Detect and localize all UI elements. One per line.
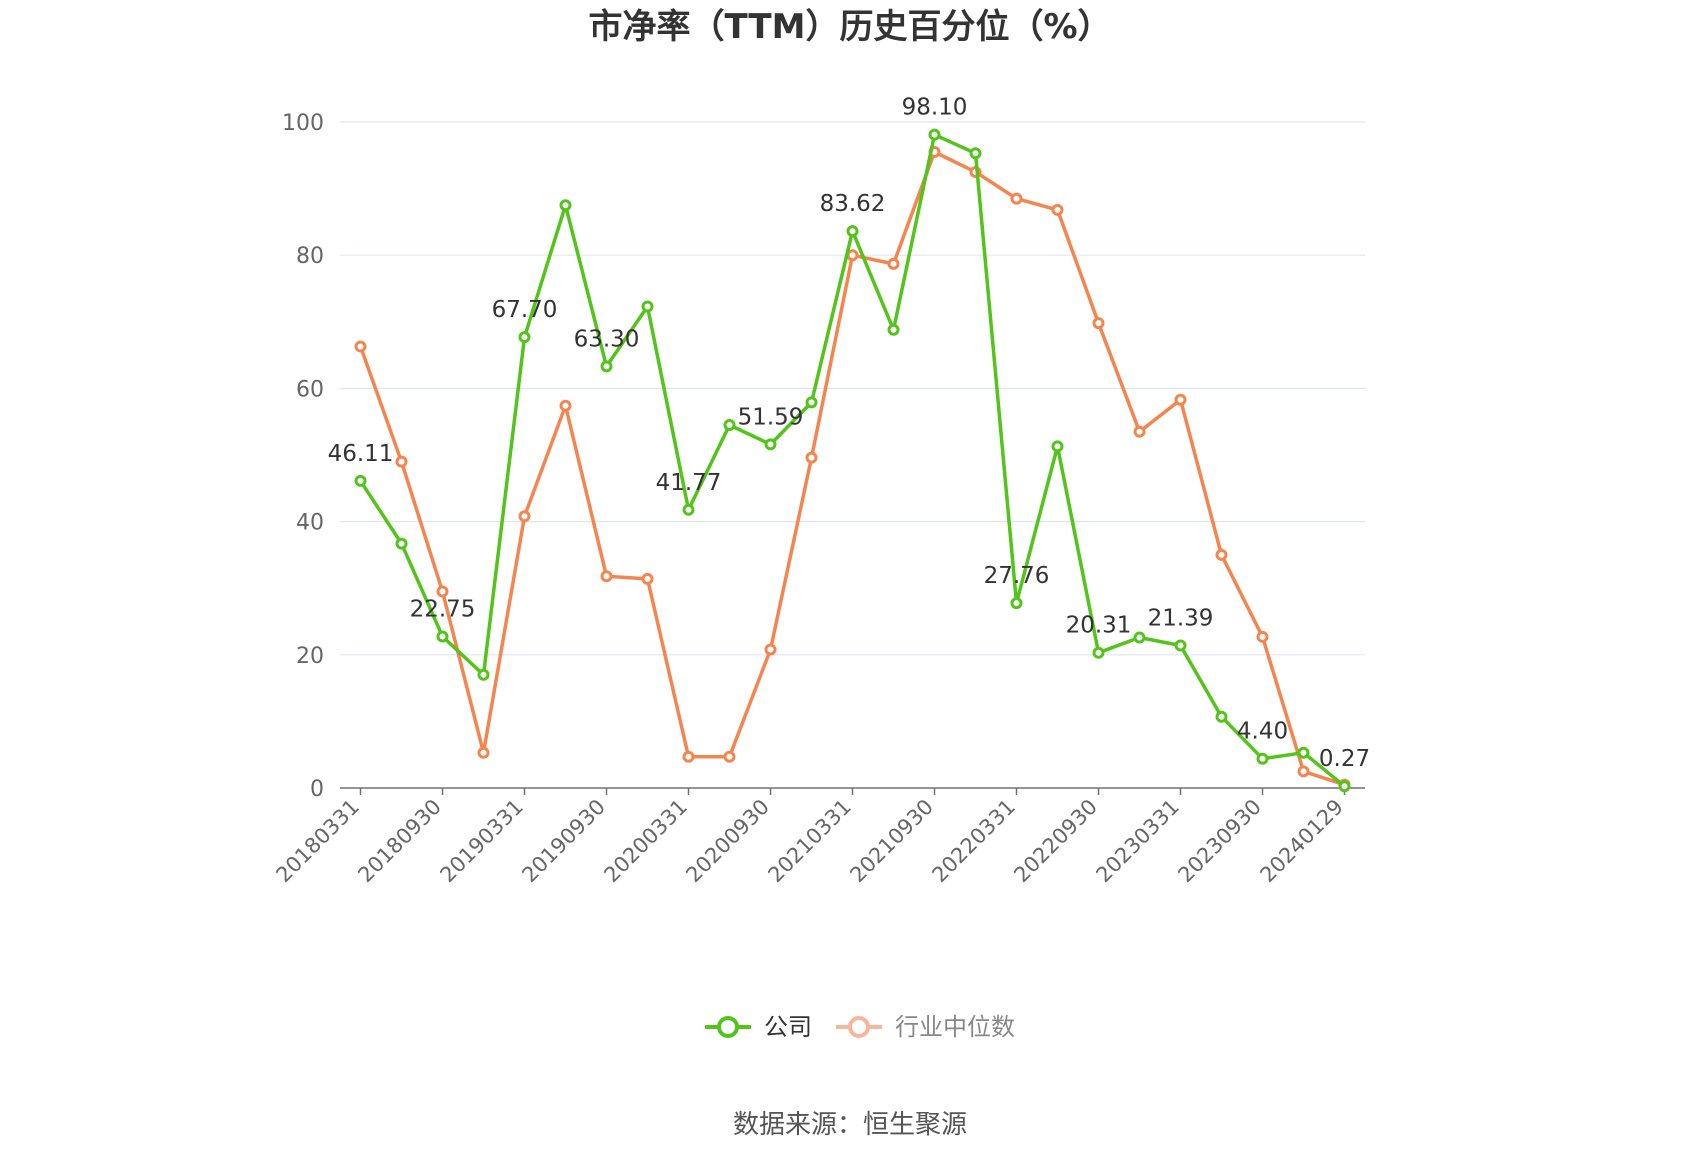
data-point-industry: [395, 455, 408, 468]
legend-industry-label: 行业中位数: [895, 1013, 1015, 1041]
data-point-industry: [1051, 203, 1064, 216]
data-source-note: 数据来源：恒生聚源: [733, 1110, 967, 1140]
data-point-company: [1051, 440, 1064, 453]
y-tick-label: 100: [282, 111, 324, 136]
data-point-industry: [1010, 192, 1023, 205]
data-point-company: [559, 199, 572, 212]
data-point-company: [969, 147, 982, 160]
data-point-company: [641, 300, 654, 313]
data-point-company: [1338, 780, 1351, 793]
data-point-industry: [477, 746, 490, 759]
data-point-industry: [354, 340, 367, 353]
x-tick-label: 20200331: [599, 795, 692, 888]
x-tick-label: 20240129: [1255, 795, 1348, 888]
series-layer: [354, 128, 1351, 793]
data-point-company: [395, 537, 408, 550]
data-label: 41.77: [656, 470, 722, 496]
y-tick-label: 80: [296, 244, 324, 269]
data-label: 46.11: [328, 441, 394, 467]
data-point-company: [354, 474, 367, 487]
data-point-company: [846, 225, 859, 238]
legend-company-marker: [717, 1016, 739, 1038]
x-tick-label: 20220930: [1009, 795, 1102, 888]
grid-layer: [340, 121, 1365, 656]
data-label: 20.31: [1066, 613, 1132, 639]
data-point-company: [518, 331, 531, 344]
legend[interactable]: 公司 行业中位数: [705, 1013, 1015, 1041]
data-point-company: [1174, 639, 1187, 652]
x-tick-label: 20230930: [1173, 795, 1266, 888]
data-point-company: [805, 396, 818, 409]
data-point-industry: [559, 399, 572, 412]
data-label: 67.70: [492, 297, 558, 323]
data-point-industry: [436, 585, 449, 598]
data-point-industry: [764, 643, 777, 656]
data-point-company: [764, 438, 777, 451]
data-point-company: [723, 419, 736, 432]
data-point-company: [436, 630, 449, 643]
data-label: 27.76: [984, 563, 1050, 589]
y-tick-label: 40: [296, 511, 324, 536]
data-label: 21.39: [1148, 606, 1214, 632]
data-point-company: [1092, 646, 1105, 659]
x-tick-label: 20210930: [845, 795, 938, 888]
data-point-industry: [682, 750, 695, 763]
legend-item-company[interactable]: 公司: [705, 1013, 812, 1041]
data-point-company: [1297, 746, 1310, 759]
data-point-company: [928, 128, 941, 141]
data-point-industry: [805, 451, 818, 464]
axis-layer: 0 20 40 60 80 100 2018033120180930201903312019…: [271, 111, 1365, 887]
x-tick-label: 20180331: [271, 795, 364, 888]
data-label: 83.62: [820, 191, 886, 217]
data-label: 0.27: [1319, 746, 1370, 772]
legend-item-industry[interactable]: 行业中位数: [836, 1013, 1015, 1041]
data-point-industry: [723, 750, 736, 763]
data-point-company: [477, 668, 490, 681]
data-point-industry: [887, 257, 900, 270]
x-tick-label: 20190331: [435, 795, 528, 888]
data-point-company: [1215, 710, 1228, 723]
data-label: 63.30: [574, 326, 640, 352]
x-tick-label: 20220331: [927, 795, 1020, 888]
data-point-company: [600, 360, 613, 373]
legend-industry-marker: [848, 1016, 870, 1038]
data-point-company: [1010, 597, 1023, 610]
data-point-industry: [600, 570, 613, 583]
data-point-industry: [1174, 393, 1187, 406]
data-point-company: [1133, 631, 1146, 644]
x-tick-label: 20210331: [763, 795, 856, 888]
data-label: 22.75: [410, 596, 476, 622]
data-point-company: [887, 323, 900, 336]
chart-title: 市净率（TTM）历史百分位（%）: [588, 7, 1111, 47]
data-point-industry: [1092, 317, 1105, 330]
data-point-industry: [1215, 548, 1228, 561]
data-point-industry: [641, 572, 654, 585]
data-label: 4.40: [1237, 719, 1288, 745]
data-point-industry: [1133, 425, 1146, 438]
x-tick-label: 20200930: [681, 795, 774, 888]
y-tick-label: 60: [296, 377, 324, 402]
data-point-company: [682, 503, 695, 516]
data-point-industry: [1256, 630, 1269, 643]
data-label: 51.59: [738, 404, 804, 430]
data-point-company: [1256, 752, 1269, 765]
data-point-industry: [1297, 765, 1310, 778]
legend-company-label: 公司: [764, 1013, 812, 1041]
data-label: 98.10: [902, 95, 968, 121]
x-tick-label: 20230331: [1091, 795, 1184, 888]
data-point-industry: [846, 249, 859, 262]
x-tick-label: 20190930: [517, 795, 610, 888]
y-tick-label: 20: [296, 644, 324, 669]
x-tick-label: 20180930: [353, 795, 446, 888]
data-label-layer: 46.11 22.75 67.70 63.30 41.77 51.59 83.62 98.10…: [328, 95, 1371, 773]
y-tick-label: 0: [310, 777, 324, 802]
data-point-industry: [518, 510, 531, 523]
